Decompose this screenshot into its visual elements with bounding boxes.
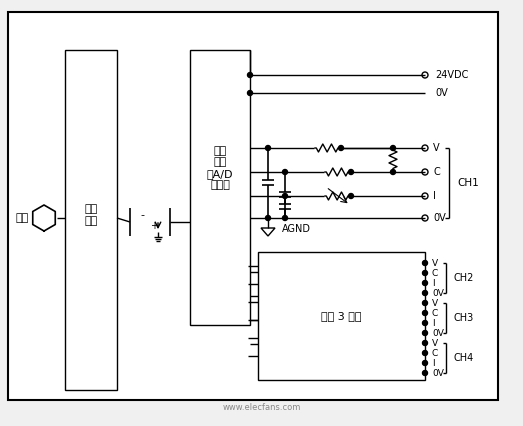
Text: I: I	[432, 359, 435, 368]
Text: 0V: 0V	[432, 288, 444, 297]
Circle shape	[423, 341, 427, 345]
Text: CH4: CH4	[454, 353, 474, 363]
Text: I: I	[432, 319, 435, 328]
Text: 0V: 0V	[433, 213, 446, 223]
Circle shape	[348, 193, 354, 199]
Text: I: I	[432, 279, 435, 288]
Circle shape	[348, 170, 354, 175]
Text: 其他 3 回路: 其他 3 回路	[321, 311, 362, 321]
Circle shape	[423, 371, 427, 375]
Circle shape	[423, 291, 427, 295]
Bar	[65, 50, 117, 390]
Text: AGND: AGND	[282, 224, 311, 234]
Circle shape	[423, 311, 427, 315]
Circle shape	[266, 146, 270, 150]
Circle shape	[282, 193, 288, 199]
Text: C: C	[432, 348, 438, 357]
Text: 模拟
回路
（A/D
转换）: 模拟 回路 （A/D 转换）	[207, 146, 233, 190]
Text: www.elecfans.com: www.elecfans.com	[223, 403, 301, 412]
Text: 0V: 0V	[432, 328, 444, 337]
Text: C: C	[433, 167, 440, 177]
Text: V: V	[432, 339, 438, 348]
Text: V: V	[432, 259, 438, 268]
Text: -: -	[140, 210, 144, 220]
Text: 0V: 0V	[435, 88, 448, 98]
Text: V: V	[433, 143, 440, 153]
Text: I: I	[433, 191, 436, 201]
Circle shape	[423, 281, 427, 285]
Circle shape	[338, 146, 344, 150]
Text: 基架: 基架	[15, 213, 29, 223]
Circle shape	[247, 72, 253, 78]
Text: CH3: CH3	[454, 313, 474, 323]
Circle shape	[423, 301, 427, 305]
Circle shape	[282, 216, 288, 221]
Text: CH1: CH1	[457, 178, 479, 188]
Text: +: +	[150, 221, 158, 231]
Circle shape	[247, 90, 253, 95]
Text: 24VDC: 24VDC	[435, 70, 469, 80]
Text: 0V: 0V	[432, 368, 444, 377]
Text: C: C	[432, 268, 438, 277]
Circle shape	[423, 271, 427, 275]
Text: 数字
回路: 数字 回路	[84, 204, 98, 226]
Text: CH2: CH2	[454, 273, 474, 283]
Circle shape	[423, 351, 427, 355]
Circle shape	[423, 321, 427, 325]
Circle shape	[266, 216, 270, 221]
Circle shape	[423, 361, 427, 365]
Circle shape	[423, 331, 427, 335]
Text: V: V	[432, 299, 438, 308]
Circle shape	[391, 170, 395, 175]
Circle shape	[391, 146, 395, 150]
Circle shape	[282, 170, 288, 175]
Text: C: C	[432, 308, 438, 317]
Bar	[190, 50, 250, 325]
Bar	[258, 252, 425, 380]
Circle shape	[423, 261, 427, 265]
